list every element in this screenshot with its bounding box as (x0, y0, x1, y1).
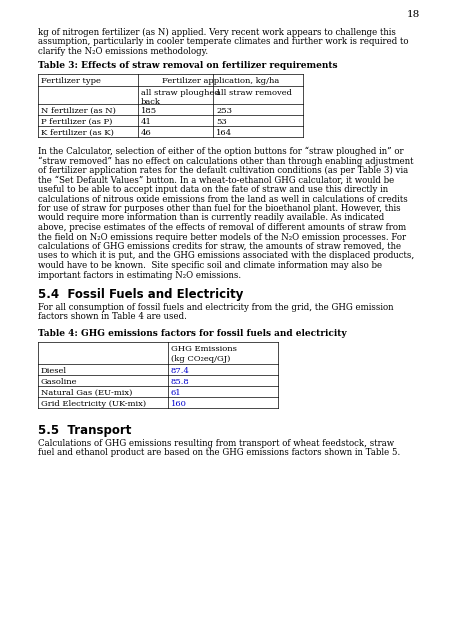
Text: uses to which it is put, and the GHG emissions associated with the displaced pro: uses to which it is put, and the GHG emi… (38, 252, 413, 260)
Text: fuel and ethanol product are based on the GHG emissions factors shown in Table 5: fuel and ethanol product are based on th… (38, 448, 400, 457)
Text: all straw ploughed
back: all straw ploughed back (141, 89, 219, 106)
Text: In the Calculator, selection of either of the option buttons for “straw ploughed: In the Calculator, selection of either o… (38, 147, 403, 156)
Text: 46: 46 (141, 129, 152, 137)
Text: Diesel: Diesel (41, 367, 67, 375)
Text: 253: 253 (216, 107, 231, 115)
Text: above, precise estimates of the effects of removal of different amounts of straw: above, precise estimates of the effects … (38, 223, 405, 232)
Text: all straw removed: all straw removed (216, 89, 291, 97)
Text: important factors in estimating N₂O emissions.: important factors in estimating N₂O emis… (38, 271, 240, 280)
Text: would require more information than is currently readily available. As indicated: would require more information than is c… (38, 214, 383, 223)
Text: would have to be known.  Site specific soil and climate information may also be: would have to be known. Site specific so… (38, 261, 381, 270)
Text: assumption, particularly in cooler temperate climates and further work is requir: assumption, particularly in cooler tempe… (38, 38, 408, 47)
Text: 53: 53 (216, 118, 226, 126)
Text: 87.4: 87.4 (170, 367, 189, 375)
Text: 160: 160 (170, 400, 186, 408)
Text: N fertilizer (as N): N fertilizer (as N) (41, 107, 115, 115)
Text: 41: 41 (141, 118, 152, 126)
Text: 85.8: 85.8 (170, 378, 189, 386)
Text: Fertilizer application, kg/ha: Fertilizer application, kg/ha (161, 77, 279, 85)
Text: clarify the N₂O emissions methodology.: clarify the N₂O emissions methodology. (38, 47, 207, 56)
Text: Natural Gas (EU-mix): Natural Gas (EU-mix) (41, 389, 132, 397)
Text: 18: 18 (406, 10, 419, 19)
Text: Table 4: GHG emissions factors for fossil fuels and electricity: Table 4: GHG emissions factors for fossi… (38, 330, 346, 339)
Text: Gasoline: Gasoline (41, 378, 77, 386)
Text: 164: 164 (216, 129, 232, 137)
Text: Fertilizer type: Fertilizer type (41, 77, 101, 85)
Text: useful to be able to accept input data on the fate of straw and use this directl: useful to be able to accept input data o… (38, 185, 387, 194)
Text: the field on N₂O emissions require better models of the N₂O emission processes. : the field on N₂O emissions require bette… (38, 232, 405, 241)
Text: “straw removed” has no effect on calculations other than through enabling adjust: “straw removed” has no effect on calcula… (38, 157, 413, 166)
Text: kg of nitrogen fertilizer (as N) applied. Very recent work appears to challenge : kg of nitrogen fertilizer (as N) applied… (38, 28, 395, 37)
Text: K fertilizer (as K): K fertilizer (as K) (41, 129, 114, 137)
Text: for use of straw for purposes other than fuel for the bioethanol plant. However,: for use of straw for purposes other than… (38, 204, 400, 213)
Text: factors shown in Table 4 are used.: factors shown in Table 4 are used. (38, 312, 186, 321)
Text: the “Set Default Values” button. In a wheat-to-ethanol GHG calculator, it would : the “Set Default Values” button. In a wh… (38, 175, 393, 184)
Text: Grid Electricity (UK-mix): Grid Electricity (UK-mix) (41, 400, 146, 408)
Text: 5.4  Fossil Fuels and Electricity: 5.4 Fossil Fuels and Electricity (38, 288, 243, 301)
Text: Table 3: Effects of straw removal on fertilizer requirements: Table 3: Effects of straw removal on fer… (38, 61, 337, 70)
Text: of fertilizer application rates for the default cultivation conditions (as per T: of fertilizer application rates for the … (38, 166, 407, 175)
Text: P fertilizer (as P): P fertilizer (as P) (41, 118, 112, 126)
Text: calculations of nitrous oxide emissions from the land as well in calculations of: calculations of nitrous oxide emissions … (38, 195, 407, 204)
Text: 185: 185 (141, 107, 157, 115)
Text: 61: 61 (170, 389, 181, 397)
Text: 5.5  Transport: 5.5 Transport (38, 424, 131, 437)
Text: calculations of GHG emissions credits for straw, the amounts of straw removed, t: calculations of GHG emissions credits fo… (38, 242, 400, 251)
Text: For all consumption of fossil fuels and electricity from the grid, the GHG emiss: For all consumption of fossil fuels and … (38, 303, 393, 312)
Text: Calculations of GHG emissions resulting from transport of wheat feedstock, straw: Calculations of GHG emissions resulting … (38, 438, 393, 447)
Text: GHG Emissions
(kg CO₂eq/GJ): GHG Emissions (kg CO₂eq/GJ) (170, 345, 236, 363)
